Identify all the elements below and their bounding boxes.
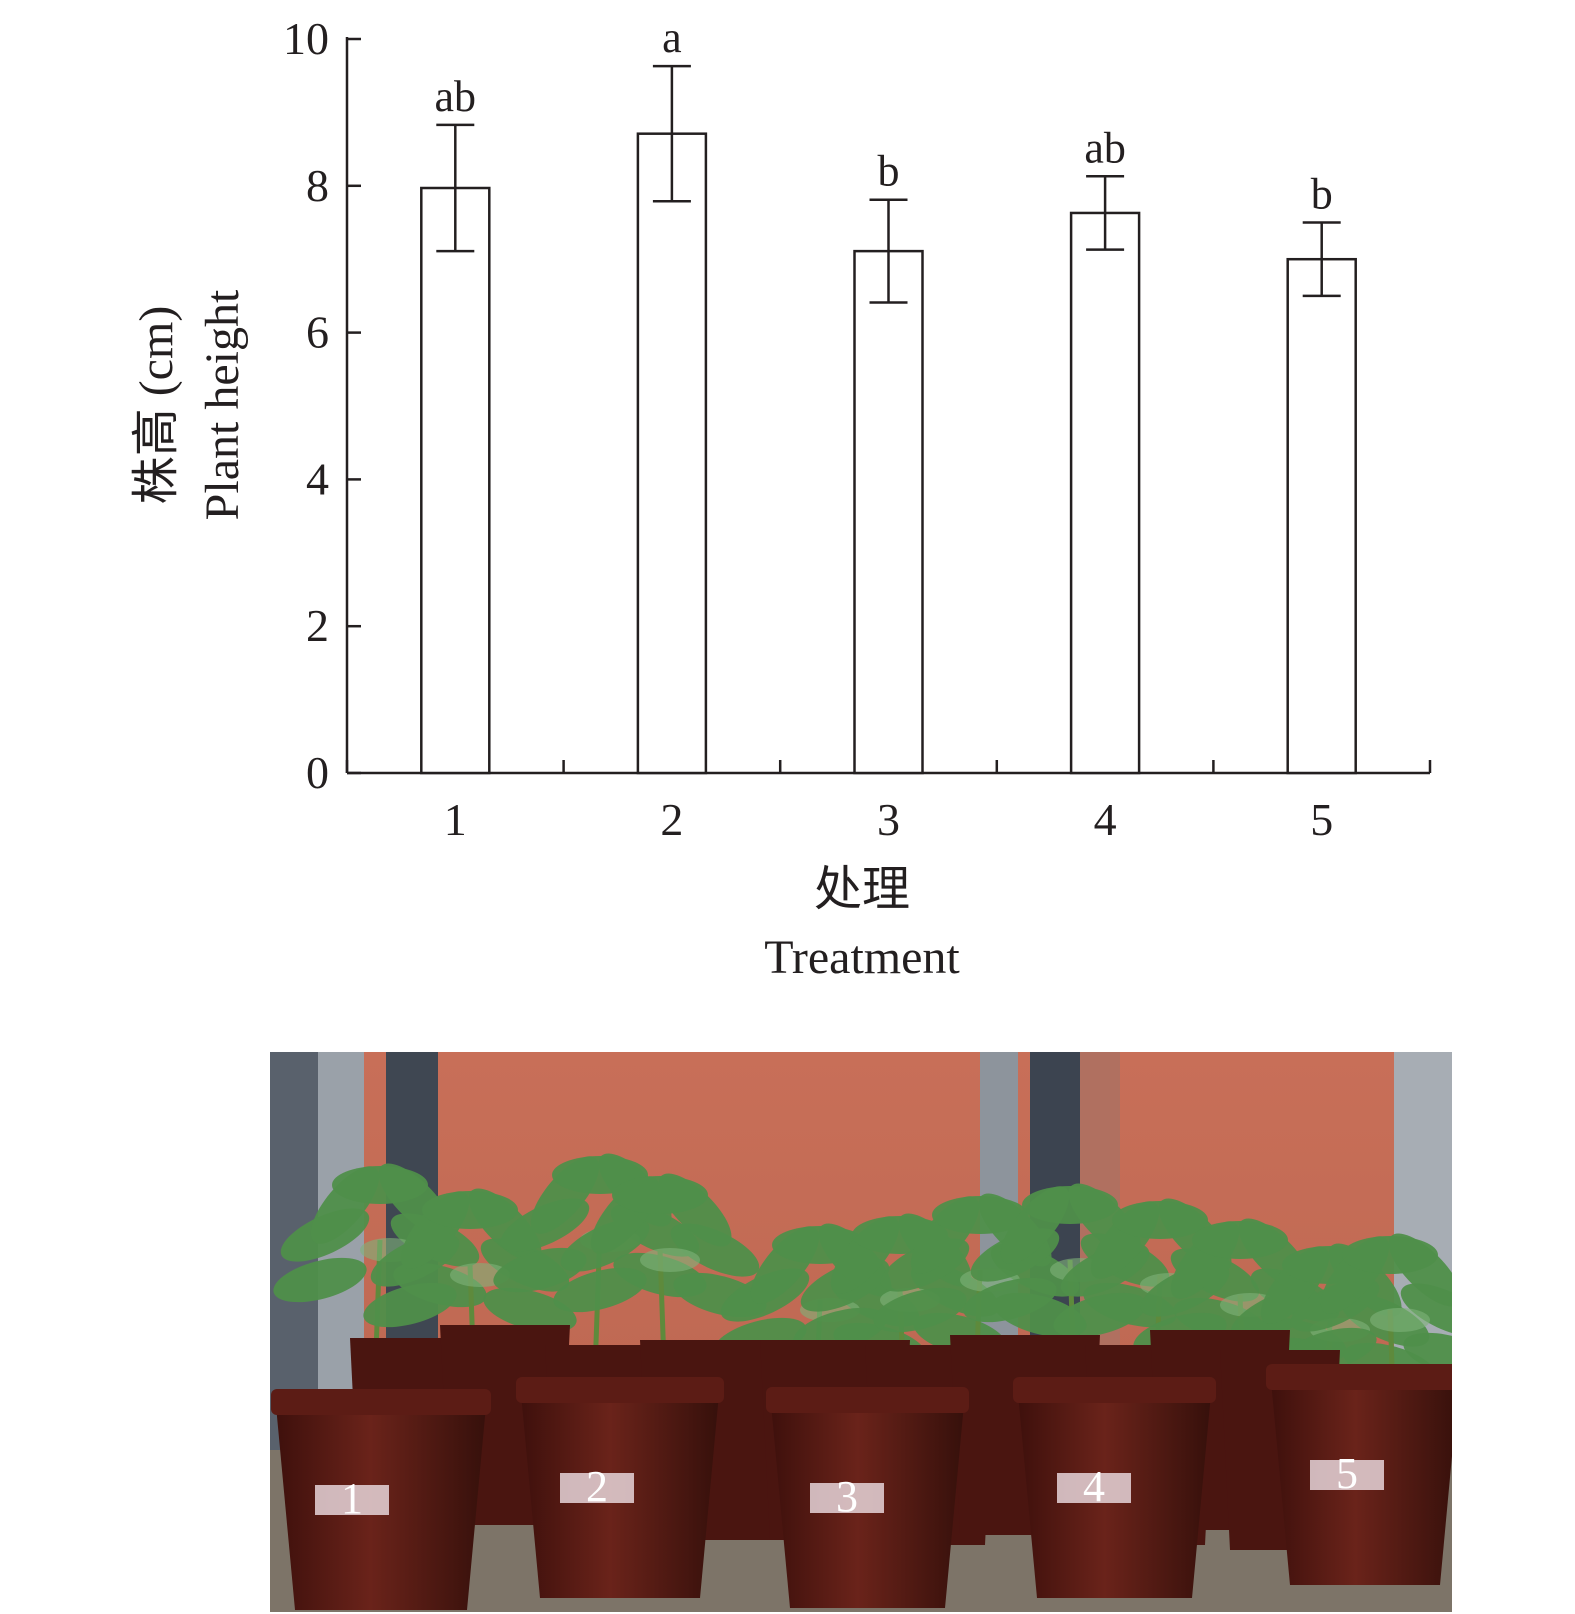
leaf — [363, 1282, 457, 1328]
significance-letter: b — [1311, 170, 1333, 219]
y-tick-label: 10 — [283, 13, 329, 64]
leaf — [1192, 1221, 1288, 1259]
leaf — [932, 1196, 1028, 1234]
pot-tag — [810, 1483, 884, 1513]
significance-letter: b — [878, 147, 900, 196]
pot-tag — [560, 1473, 634, 1503]
pot-rim — [271, 1389, 491, 1415]
x-tick-label: 2 — [660, 794, 683, 845]
leaf-highlight — [640, 1248, 700, 1272]
pot-rim — [766, 1387, 969, 1413]
y-axis-title: 株高 (cm) Plant height — [130, 289, 249, 520]
pot-rim — [1266, 1364, 1452, 1390]
y-axis-title-en: Plant height — [196, 289, 249, 520]
leaf — [1342, 1236, 1438, 1274]
leaf — [1112, 1201, 1208, 1239]
pot-tag — [1057, 1473, 1131, 1503]
leaf — [612, 1176, 708, 1214]
pot-label: 1 — [341, 1474, 363, 1523]
pot-label: 5 — [1336, 1449, 1358, 1498]
y-tick-label: 4 — [306, 453, 329, 504]
significance-letter: ab — [1084, 123, 1126, 172]
error-bars — [436, 64, 1341, 304]
leaf — [422, 1191, 518, 1229]
x-tick-label: 1 — [444, 794, 467, 845]
leaf — [1022, 1186, 1118, 1224]
bar — [1286, 257, 1357, 775]
pot-tag — [315, 1485, 389, 1515]
significance-letter: a — [662, 13, 682, 62]
leaf-highlight — [1370, 1308, 1430, 1332]
bar — [420, 186, 491, 775]
y-tick-label: 8 — [306, 160, 329, 211]
x-axis: 1 2 3 4 5 — [345, 760, 1432, 845]
bar — [636, 132, 708, 775]
pot-rim — [516, 1377, 724, 1403]
bar — [853, 249, 924, 775]
leaf — [963, 1277, 1057, 1323]
bar — [1069, 211, 1141, 775]
x-tick-label: 5 — [1310, 794, 1333, 845]
leaf — [483, 1287, 577, 1333]
pot-rim — [1013, 1377, 1216, 1403]
pot-label: 4 — [1083, 1462, 1105, 1511]
pots: 1 2 3 4 5 — [271, 1325, 1452, 1610]
significance-letter: ab — [435, 72, 477, 121]
y-tick-label: 2 — [306, 600, 329, 651]
pot-label: 2 — [586, 1462, 608, 1511]
pot-tag — [1310, 1460, 1384, 1490]
leaf — [332, 1166, 428, 1204]
x-tick-label: 4 — [1094, 794, 1117, 845]
y-axis: 0 2 4 6 8 10 — [283, 13, 361, 798]
leaf — [873, 1287, 967, 1333]
y-tick-label: 0 — [306, 747, 329, 798]
bars — [420, 132, 1357, 775]
y-tick-label: 6 — [306, 307, 329, 358]
leaf — [670, 1223, 760, 1277]
pot-label: 3 — [836, 1472, 858, 1521]
y-axis-title-cn: 株高 (cm) — [130, 306, 183, 505]
x-axis-title-cn: 处理 — [814, 863, 910, 916]
x-axis-title-en: Treatment — [764, 931, 960, 984]
leaf — [553, 1267, 647, 1313]
x-tick-label: 3 — [877, 794, 900, 845]
plant-photo: 1 2 3 4 5 — [270, 1052, 1452, 1612]
leaf — [1053, 1292, 1147, 1338]
leaf — [1400, 1283, 1452, 1337]
leaf — [273, 1257, 367, 1303]
